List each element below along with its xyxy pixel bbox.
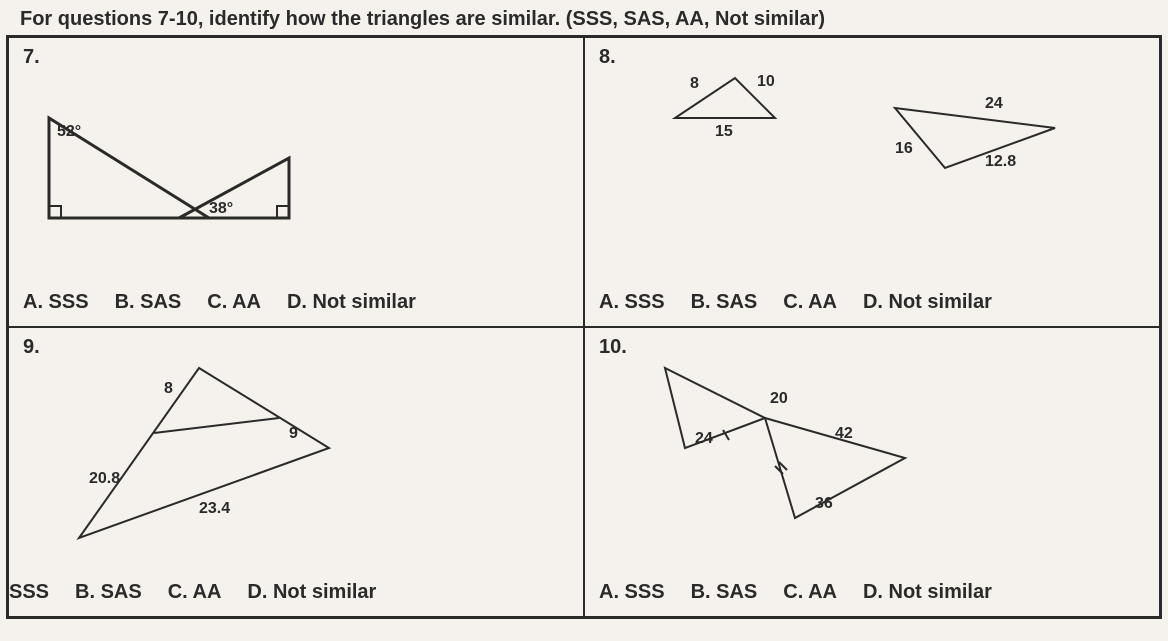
figure-q9: 8 9 20.8 23.4 <box>49 348 369 563</box>
choice-a: SSS <box>9 581 49 604</box>
q9-b: 9 <box>289 425 298 442</box>
q9-c: 20.8 <box>89 470 120 487</box>
choice-a: A. SSS <box>23 291 89 314</box>
choice-b: B. SAS <box>115 291 182 314</box>
q9-d: 23.4 <box>199 500 230 517</box>
question-grid: 7. 52° 38° A. SSS B. SAS C. AA D <box>6 35 1162 619</box>
choice-d: D. Not similar <box>863 291 992 314</box>
q10-a: 20 <box>770 390 788 407</box>
choice-b: B. SAS <box>691 581 758 604</box>
figure-q7: 52° 38° <box>29 88 329 243</box>
choice-d: D. Not similar <box>247 581 376 604</box>
choices-q8: A. SSS B. SAS C. AA D. Not similar <box>599 291 992 314</box>
q8-a: 8 <box>690 75 699 92</box>
figure-q8: 8 10 15 24 16 12.8 <box>635 58 1095 213</box>
instructions-text: For questions 7-10, identify how the tri… <box>0 0 1168 35</box>
choice-d: D. Not similar <box>863 581 992 604</box>
choice-c: C. AA <box>168 581 222 604</box>
choice-a: A. SSS <box>599 581 665 604</box>
choice-c: C. AA <box>207 291 261 314</box>
q8-e: 16 <box>895 140 913 157</box>
cell-q8: 8. 8 10 15 24 16 12.8 A. SSS B. SAS <box>584 37 1160 327</box>
q8-b: 10 <box>757 73 775 90</box>
label-52: 52° <box>57 123 81 140</box>
q10-c: 42 <box>835 425 853 442</box>
cell-q9: 9. 8 9 20.8 23.4 SSS B. SAS C. AA D. Not… <box>8 327 584 617</box>
choices-q7: A. SSS B. SAS C. AA D. Not similar <box>23 291 416 314</box>
choice-a: A. SSS <box>599 291 665 314</box>
q8-f: 12.8 <box>985 153 1016 170</box>
choices-q10: A. SSS B. SAS C. AA D. Not similar <box>599 581 992 604</box>
cell-q10: 10. 20 24 42 36 A. SSS B. SA <box>584 327 1160 617</box>
q8-c: 15 <box>715 123 733 140</box>
choices-q9: SSS B. SAS C. AA D. Not similar <box>9 581 376 604</box>
choice-d: D. Not similar <box>287 291 416 314</box>
q10-b: 24 <box>695 430 713 447</box>
choice-b: B. SAS <box>75 581 142 604</box>
q9-a: 8 <box>164 380 173 397</box>
cell-q7: 7. 52° 38° A. SSS B. SAS C. AA D <box>8 37 584 327</box>
q8-d: 24 <box>985 95 1003 112</box>
choice-c: C. AA <box>783 291 837 314</box>
qnum-7: 7. <box>23 46 569 69</box>
choice-b: B. SAS <box>691 291 758 314</box>
q10-d: 36 <box>815 495 833 512</box>
choice-c: C. AA <box>783 581 837 604</box>
label-38: 38° <box>209 200 233 217</box>
figure-q10: 20 24 42 36 <box>625 348 945 563</box>
worksheet-page: For questions 7-10, identify how the tri… <box>0 0 1168 641</box>
